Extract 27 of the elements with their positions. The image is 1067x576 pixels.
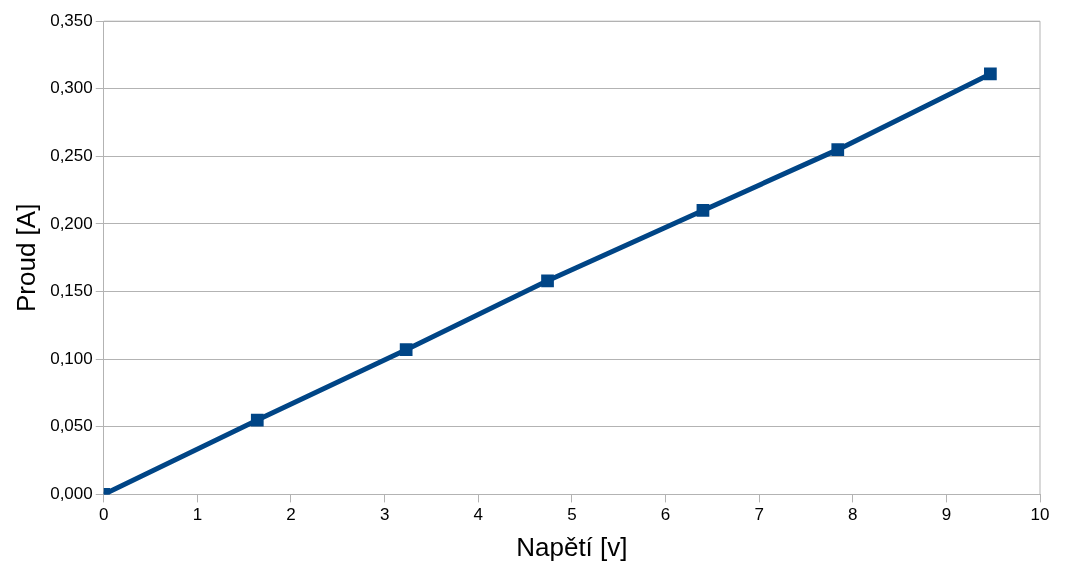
point: [696, 204, 710, 217]
point: [541, 274, 554, 288]
x-tick-label: 2: [286, 505, 296, 525]
y-tick-label: 0,050: [50, 416, 93, 436]
x-tick-label: 6: [660, 505, 671, 525]
point: [250, 413, 264, 427]
point: [399, 343, 413, 357]
x-tick-label: 0: [99, 505, 109, 525]
x-tick-label: 4: [473, 505, 483, 525]
x-tick-label: 1: [192, 505, 203, 525]
y-tick-label: 0,350: [50, 10, 93, 30]
y-tick-label: 0,150: [50, 281, 93, 301]
x-tick-label: 7: [754, 505, 764, 525]
y-tick-label: 0,000: [50, 484, 93, 504]
y-tick-label: 0,200: [50, 213, 93, 233]
y-tick-label: 0,250: [50, 146, 93, 166]
y-axis-title: Proud [A]: [10, 203, 41, 312]
point: [984, 67, 997, 81]
y-tick-label: 0,300: [50, 78, 93, 98]
x-axis-title: Napětí [v]: [516, 531, 628, 562]
x-tick-label: 3: [379, 505, 390, 525]
point: [831, 143, 845, 156]
x-tick-label: 8: [848, 505, 858, 525]
x-tick-label: 5: [567, 505, 577, 525]
y-tick-label: 0,100: [50, 348, 93, 368]
x-tick-label: 9: [941, 505, 952, 525]
x-tick-label: 10: [1030, 505, 1050, 525]
